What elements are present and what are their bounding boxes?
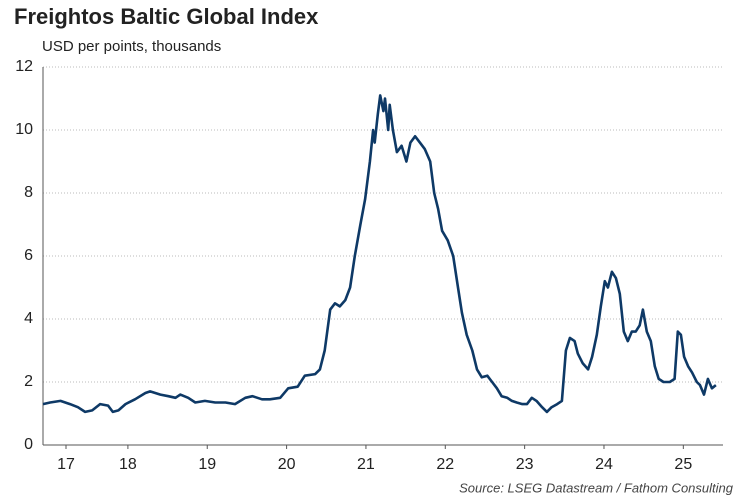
y-tick-label: 0 <box>24 436 33 453</box>
x-tick-label: 17 <box>57 456 75 473</box>
x-tick-label: 23 <box>516 456 534 473</box>
y-tick-label: 4 <box>24 310 33 327</box>
y-tick-label: 2 <box>24 373 33 390</box>
x-tick-label: 20 <box>278 456 296 473</box>
x-tick-label: 24 <box>595 456 613 473</box>
source: Source: LSEG Datastream / Fathom Consult… <box>459 480 734 495</box>
y-tick-label: 6 <box>24 247 33 264</box>
x-tick-label: 21 <box>357 456 375 473</box>
chart-title: Freightos Baltic Global Index <box>14 4 319 29</box>
y-tick-label: 8 <box>24 184 33 201</box>
x-tick-label: 19 <box>198 456 216 473</box>
series-line <box>42 94 717 414</box>
y-tick-label: 10 <box>15 121 33 138</box>
y-tick-label: 12 <box>15 58 33 75</box>
chart-subtitle: USD per points, thousands <box>42 38 221 55</box>
x-tick-label: 18 <box>119 456 137 473</box>
x-tick-label: 22 <box>436 456 454 473</box>
x-tick-label: 25 <box>674 456 692 473</box>
